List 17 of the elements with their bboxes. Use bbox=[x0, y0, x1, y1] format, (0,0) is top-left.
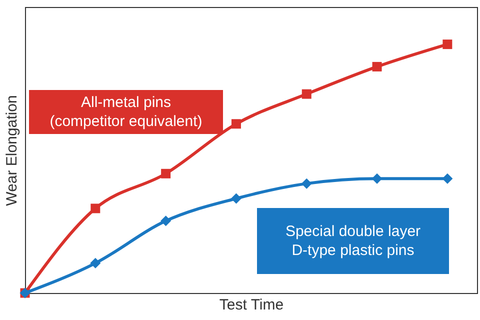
point bbox=[90, 258, 101, 268]
point bbox=[230, 193, 242, 204]
series-label: All-metal pins (competitor equivalent) bbox=[50, 93, 202, 131]
point bbox=[302, 89, 312, 99]
point bbox=[90, 204, 100, 214]
callout-box: All-metal pins (competitor equivalent) bbox=[29, 90, 223, 134]
callout-box: Special double layer D-type plastic pins bbox=[257, 208, 449, 274]
point bbox=[442, 173, 453, 184]
y-axis-title: Wear Elongation bbox=[4, 95, 20, 206]
x-axis-title: Test Time bbox=[219, 296, 284, 314]
point bbox=[161, 168, 171, 178]
point bbox=[372, 62, 382, 72]
point bbox=[442, 40, 452, 50]
point bbox=[301, 178, 312, 189]
point bbox=[160, 216, 172, 226]
point bbox=[231, 119, 241, 129]
point bbox=[372, 173, 382, 184]
